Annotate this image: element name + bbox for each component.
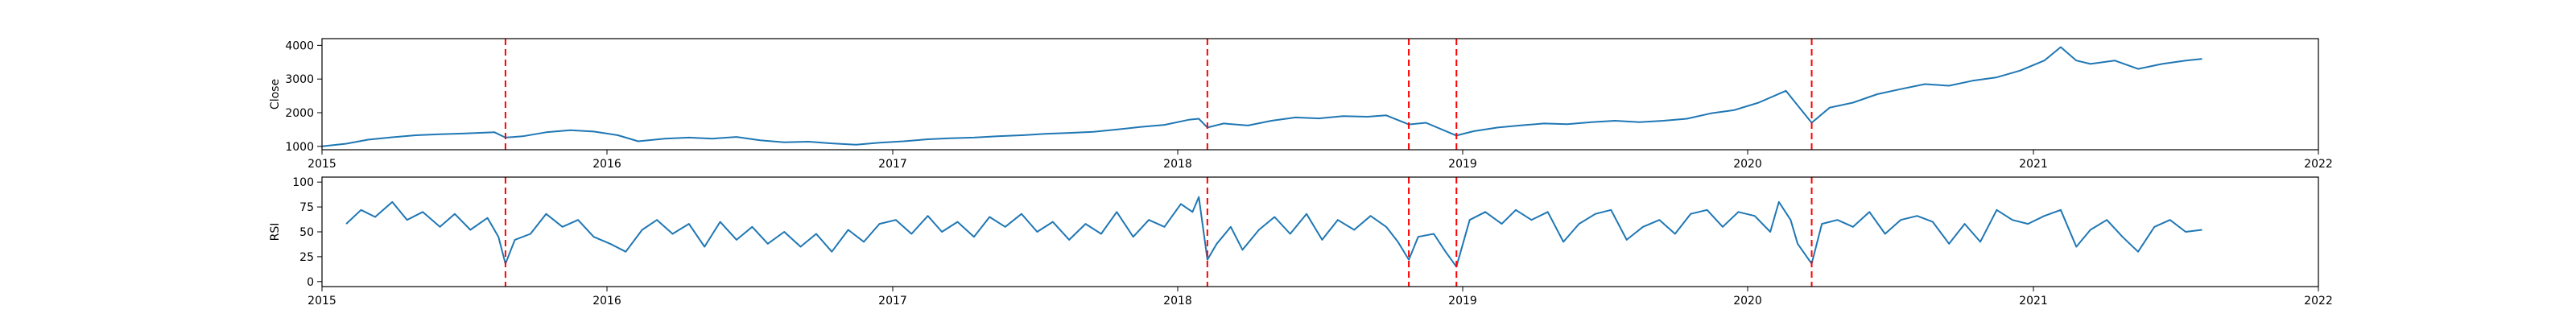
- close-y-tick-label: 3000: [285, 73, 314, 86]
- close-x-tick-label: 2016: [592, 158, 621, 171]
- rsi-x-tick-label: 2018: [1163, 295, 1192, 308]
- rsi-x-tick-label: 2015: [308, 295, 336, 308]
- rsi-panel: 2015 2016 2017 2018 2019 2020 2021 2022 0 25 50 75 1…: [269, 176, 2333, 308]
- rsi-y-tick-label: 25: [299, 251, 314, 264]
- rsi-y-axis-label: RSI: [269, 223, 282, 242]
- rsi-y-tick-label: 100: [292, 176, 314, 189]
- rsi-x-tick-label: 2021: [2019, 295, 2048, 308]
- rsi-y-tick-label: 0: [307, 276, 314, 289]
- rsi-y-tick-label: 75: [299, 201, 314, 214]
- close-y-tick-label: 1000: [285, 141, 314, 154]
- close-x-tick-label: 2015: [308, 158, 336, 171]
- close-x-tick-label: 2022: [2304, 158, 2333, 171]
- rsi-x-tick-label: 2017: [878, 295, 907, 308]
- close-x-tick-label: 2020: [1733, 158, 1762, 171]
- rsi-y-tick-label: 50: [299, 226, 314, 239]
- close-x-tick-label: 2021: [2019, 158, 2048, 171]
- close-y-tick-label: 4000: [285, 39, 314, 52]
- close-series-line: [321, 46, 2202, 147]
- close-axes-frame: [321, 38, 2319, 151]
- close-x-tick-label: 2019: [1448, 158, 1477, 171]
- rsi-series-line: [345, 196, 2202, 268]
- close-y-axis-label: Close: [269, 79, 282, 109]
- close-y-tick-label: 2000: [285, 107, 314, 120]
- rsi-x-tick-label: 2019: [1448, 295, 1477, 308]
- close-x-tick-label: 2017: [878, 158, 907, 171]
- close-price-panel: 2015 2016 2017 2018 2019 2020 2021 2022 1000 2000…: [269, 38, 2333, 171]
- rsi-x-tick-label: 2022: [2304, 295, 2333, 308]
- rsi-x-tick-label: 2016: [592, 295, 621, 308]
- close-x-tick-label: 2018: [1163, 158, 1192, 171]
- rsi-x-tick-label: 2020: [1733, 295, 1762, 308]
- rsi-axes-frame: [321, 176, 2319, 287]
